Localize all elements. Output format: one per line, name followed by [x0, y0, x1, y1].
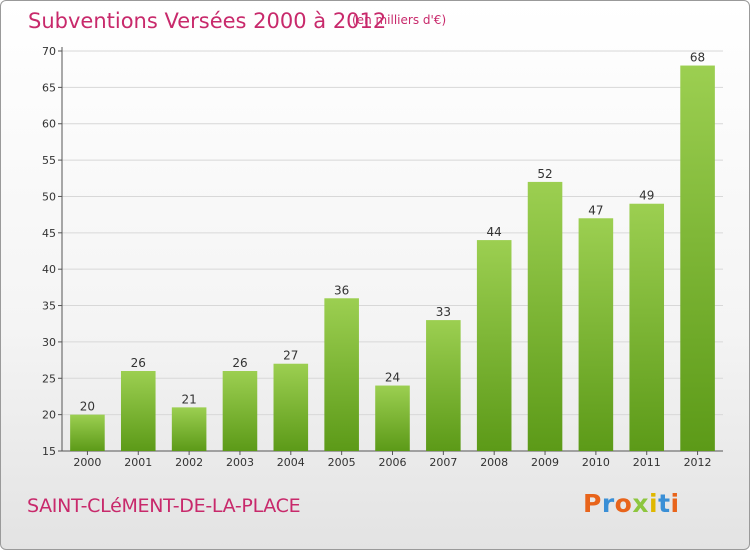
chart-title: Subventions Versées 2000 à 2012 [28, 9, 387, 33]
x-tick-label: 2000 [73, 456, 101, 469]
data-label: 47 [588, 203, 603, 217]
bar-2009 [527, 181, 563, 451]
data-label: 49 [639, 189, 654, 203]
x-tick-label: 2012 [684, 456, 712, 469]
grid-lines [62, 50, 723, 416]
chart-unit: (en milliers d'€) [352, 13, 447, 27]
commune-name: SAINT-CLéMENT-DE-LA-PLACE [27, 495, 301, 517]
x-tick-label: 2004 [277, 456, 305, 469]
bar-2003 [222, 371, 258, 451]
x-tick-label: 2010 [582, 456, 610, 469]
bar-2002 [171, 407, 207, 451]
data-label: 52 [537, 167, 552, 181]
data-label: 20 [80, 400, 95, 414]
data-label: 24 [385, 371, 400, 385]
proxiti-logo[interactable]: Proxiti [583, 489, 680, 518]
x-tick-label: 2002 [175, 456, 203, 469]
bar-2004 [273, 363, 309, 451]
x-tick-label: 2007 [429, 456, 457, 469]
y-tick-label: 25 [42, 372, 56, 385]
bar-2008 [476, 240, 512, 451]
x-tick-label: 2009 [531, 456, 559, 469]
bars [70, 65, 715, 451]
logo-letter: i [649, 489, 659, 518]
logo-letter: P [583, 489, 602, 518]
data-label: 44 [487, 225, 502, 239]
y-tick-label: 35 [42, 300, 56, 313]
data-label: 68 [690, 51, 705, 65]
data-label: 26 [232, 356, 247, 370]
logo-letter: t [658, 489, 671, 518]
x-tick-label: 2003 [226, 456, 254, 469]
data-label: 26 [131, 356, 146, 370]
y-tick-label: 40 [42, 263, 56, 276]
y-tick-label: 15 [42, 445, 56, 458]
bar-2011 [629, 203, 665, 451]
data-label: 27 [283, 349, 298, 363]
bar-2010 [578, 218, 614, 451]
data-label: 36 [334, 283, 349, 297]
y-tick-label: 45 [42, 227, 56, 240]
data-label: 21 [181, 392, 196, 406]
data-label: 33 [436, 305, 451, 319]
y-tick-label: 55 [42, 154, 56, 167]
bar-2006 [375, 385, 410, 451]
logo-letter: i [670, 489, 680, 518]
logo-letter: x [632, 489, 649, 518]
y-tick-label: 60 [42, 118, 56, 131]
y-tick-label: 30 [42, 336, 56, 349]
x-tick-label: 2006 [379, 456, 407, 469]
x-tick-label: 2001 [124, 456, 152, 469]
y-tick-label: 65 [42, 81, 56, 94]
bar-2005 [324, 298, 359, 451]
x-tick-label: 2008 [480, 456, 508, 469]
bar-2001 [120, 371, 156, 451]
logo-letter: o [614, 489, 633, 518]
bar-2007 [426, 320, 461, 451]
x-tick-label: 2011 [633, 456, 661, 469]
x-tick-label: 2005 [328, 456, 356, 469]
y-tick-label: 20 [42, 409, 56, 422]
y-tick-label: 70 [42, 45, 56, 58]
y-tick-label: 50 [42, 190, 56, 203]
data-labels: 20 26 21 26 27 36 24 33 44 52 47 49 68 [80, 51, 705, 414]
logo-letter: r [601, 489, 615, 518]
bar-2000 [70, 414, 105, 451]
bar-2012 [680, 65, 715, 451]
